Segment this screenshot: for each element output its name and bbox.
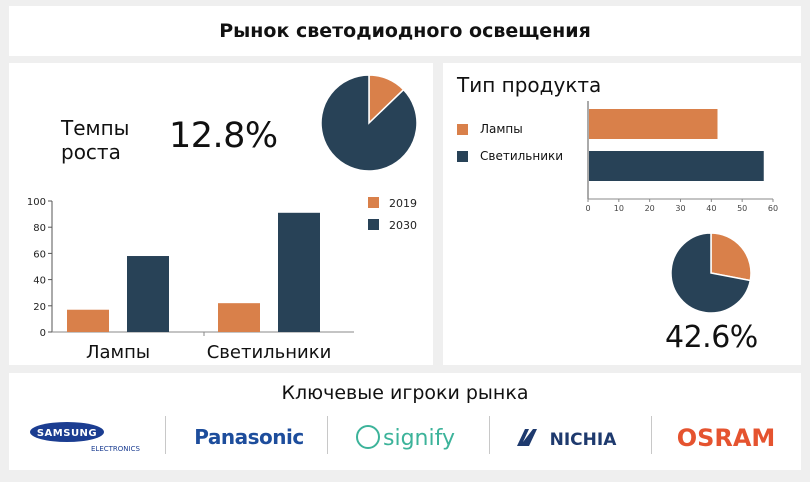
legend-swatch-2019 <box>368 197 379 208</box>
growth-value: 12.8% <box>169 116 278 156</box>
nichia-logo-text: NICHIA <box>550 430 618 450</box>
product-title: Тип продукта <box>457 73 602 97</box>
hbar-x-tick-label: 20 <box>645 204 655 213</box>
hbar-x-tick-label: 10 <box>614 204 624 213</box>
y-tick-label: 40 <box>33 276 46 287</box>
growth-label-line2: роста <box>61 140 121 164</box>
y-tick-label: 20 <box>33 302 46 313</box>
bar-2019-0 <box>67 309 109 332</box>
legend-fixtures-label: Светильники <box>480 149 564 163</box>
legend-fixtures: Светильники <box>457 149 563 163</box>
logo-divider <box>651 416 652 454</box>
growth-panel: Темпы роста 12.8% 0 20 40 60 80 100 Лампы Свет… <box>9 63 433 365</box>
share-pie-chart <box>671 233 751 313</box>
legend-swatch-navy <box>457 150 468 162</box>
panasonic-logo-text: Panasonic <box>194 425 303 449</box>
samsung-logo-sub: ELECTRONICS <box>91 445 140 453</box>
bar-2030-0 <box>127 256 169 332</box>
hbar-x-tick-label: 0 <box>585 204 590 213</box>
page-title: Рынок светодиодного освещения <box>219 20 591 42</box>
legend-lamps: Лампы <box>457 122 523 136</box>
bar-2019-1 <box>218 303 260 332</box>
y-tick-label: 0 <box>40 328 46 339</box>
logo-divider <box>489 416 490 454</box>
legend-label-2030: 2030 <box>389 219 417 232</box>
share-value: 42.6% <box>665 320 758 355</box>
logo-divider <box>327 416 328 454</box>
hbar-x-tick-label: 30 <box>675 204 685 213</box>
hbar-x-tick-label: 50 <box>737 204 747 213</box>
growth-label-line1: Темпы <box>61 116 130 140</box>
y-tick-label: 60 <box>33 249 46 260</box>
osram-logo: OSRAM <box>661 420 791 456</box>
product-hbar-chart: 0 10 20 30 40 50 60 <box>585 101 778 213</box>
y-tick-label: 100 <box>27 197 46 208</box>
legend-swatch-orange <box>457 123 468 135</box>
nichia-logo: NICHIA <box>507 420 637 456</box>
legend-swatch-2030 <box>368 219 379 230</box>
players-title: Ключевые игроки рынка <box>281 382 529 404</box>
legend-lamps-label: Лампы <box>480 122 523 136</box>
market-bar-chart: 0 20 40 60 80 100 Лампы Светильники 2019 2030 <box>27 197 417 363</box>
pie-slice-0 <box>710 233 751 282</box>
category-label: Лампы <box>86 342 150 363</box>
bar-2030-1 <box>278 212 320 332</box>
header-panel: Рынок светодиодного освещения <box>9 6 801 56</box>
y-tick-label: 80 <box>33 223 46 234</box>
hbar-1 <box>589 151 764 181</box>
panasonic-logo: Panasonic <box>179 420 319 456</box>
growth-pie-chart <box>321 75 417 171</box>
legend-label-2019: 2019 <box>389 197 417 210</box>
category-label: Светильники <box>207 342 332 363</box>
hbar-x-tick-label: 60 <box>768 204 778 213</box>
osram-logo-text: OSRAM <box>677 424 776 452</box>
samsung-logo-text: SAMSUNG <box>37 428 97 439</box>
hbar-x-tick-label: 40 <box>706 204 716 213</box>
pie-slice-1 <box>671 233 751 313</box>
players-panel: Ключевые игроки рынка SAMSUNG ELECTRONIC… <box>9 373 801 470</box>
samsung-logo: SAMSUNG ELECTRONICS <box>29 420 149 456</box>
signify-logo: signify <box>344 420 484 456</box>
signify-logo-text: signify <box>383 426 455 451</box>
logo-divider <box>165 416 166 454</box>
hbar-0 <box>589 109 718 139</box>
pie-slice-1 <box>321 75 417 171</box>
product-panel: Тип продукта Лампы Светильники 0 10 20 30 40… <box>443 63 801 365</box>
